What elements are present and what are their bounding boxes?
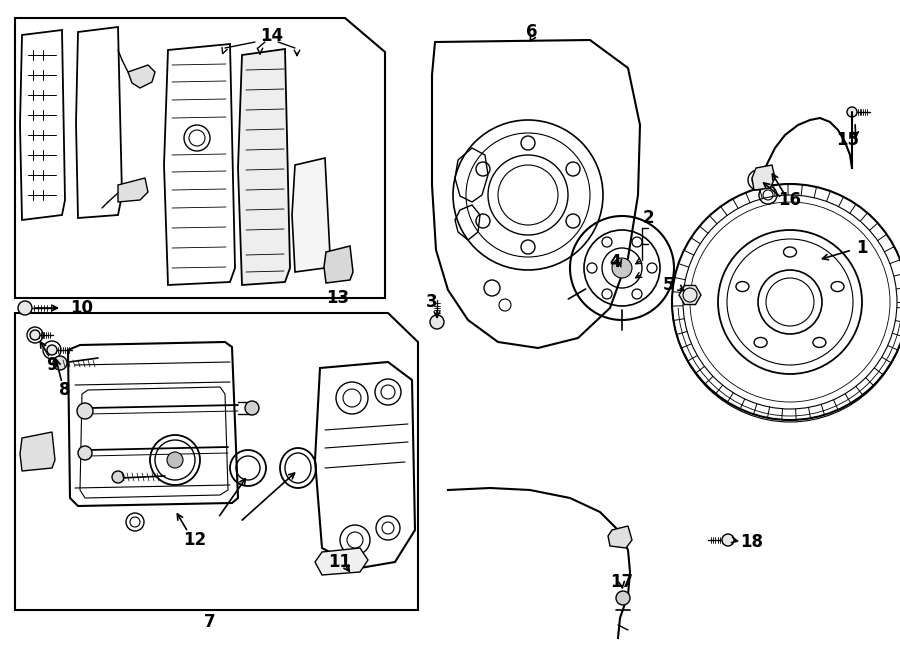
Polygon shape — [128, 65, 155, 88]
Text: 8: 8 — [59, 381, 71, 399]
Text: 5: 5 — [662, 276, 674, 294]
Polygon shape — [68, 342, 238, 506]
Polygon shape — [315, 362, 415, 568]
Ellipse shape — [831, 281, 844, 291]
Circle shape — [672, 184, 900, 420]
Circle shape — [847, 107, 857, 117]
Text: 4: 4 — [609, 253, 621, 271]
Polygon shape — [76, 27, 122, 218]
Text: 12: 12 — [184, 531, 207, 549]
Circle shape — [722, 534, 734, 546]
Circle shape — [758, 270, 822, 334]
Circle shape — [167, 452, 183, 468]
Text: 11: 11 — [328, 553, 352, 571]
Polygon shape — [238, 49, 290, 285]
Polygon shape — [164, 44, 235, 285]
Circle shape — [78, 446, 92, 460]
Polygon shape — [20, 432, 55, 471]
Polygon shape — [324, 246, 353, 283]
Text: 7: 7 — [204, 613, 216, 631]
Polygon shape — [20, 30, 65, 220]
Ellipse shape — [813, 338, 826, 348]
Text: 13: 13 — [327, 289, 349, 307]
Text: 9: 9 — [46, 356, 58, 374]
Polygon shape — [315, 548, 368, 575]
Circle shape — [112, 471, 124, 483]
Polygon shape — [608, 526, 632, 548]
Polygon shape — [292, 158, 330, 272]
Circle shape — [245, 401, 259, 415]
Ellipse shape — [784, 247, 796, 257]
Circle shape — [616, 591, 630, 605]
Ellipse shape — [754, 338, 767, 348]
Text: 2: 2 — [643, 209, 653, 227]
Text: 14: 14 — [260, 27, 284, 45]
Text: 10: 10 — [70, 299, 94, 317]
Circle shape — [30, 330, 40, 340]
Text: 6: 6 — [526, 23, 538, 41]
Circle shape — [47, 345, 57, 355]
Text: 16: 16 — [778, 191, 802, 209]
Circle shape — [77, 403, 93, 419]
Polygon shape — [432, 40, 640, 348]
Ellipse shape — [736, 281, 749, 291]
Text: 15: 15 — [836, 131, 860, 149]
Circle shape — [718, 230, 862, 374]
Text: 17: 17 — [610, 573, 634, 591]
Text: 3: 3 — [427, 293, 437, 311]
Circle shape — [53, 356, 67, 370]
Text: 18: 18 — [741, 533, 763, 551]
Circle shape — [612, 258, 632, 278]
Circle shape — [18, 301, 32, 315]
Polygon shape — [118, 178, 148, 202]
Text: 1: 1 — [856, 239, 868, 257]
Circle shape — [430, 315, 444, 329]
Polygon shape — [752, 165, 775, 190]
Polygon shape — [679, 285, 701, 305]
Circle shape — [488, 155, 568, 235]
